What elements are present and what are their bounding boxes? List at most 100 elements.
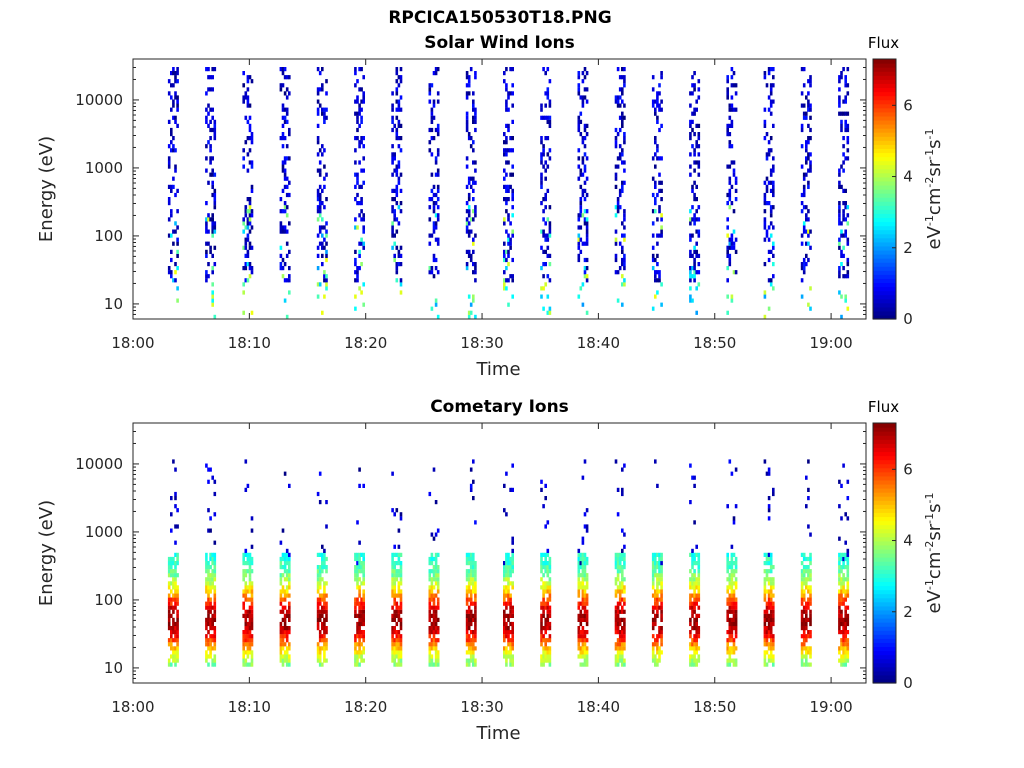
heatmap-cell <box>540 585 543 590</box>
heatmap-cell <box>465 658 469 663</box>
heatmap-cell <box>807 209 810 214</box>
heatmap-cell <box>621 262 624 267</box>
heatmap-cell <box>577 565 581 570</box>
heatmap-cell <box>807 569 810 574</box>
heatmap-cell <box>209 75 212 80</box>
heatmap-cell <box>285 573 289 578</box>
heatmap-cell <box>393 642 396 647</box>
heatmap-cell <box>697 123 701 128</box>
heatmap-cell <box>244 621 248 627</box>
heatmap-cell <box>728 565 732 570</box>
heatmap-cell <box>579 617 583 622</box>
heatmap-cell <box>805 504 808 509</box>
heatmap-cell <box>618 192 622 198</box>
heatmap-cell <box>695 658 698 663</box>
heatmap-cell <box>585 229 589 234</box>
heatmap-cell <box>503 71 506 76</box>
heatmap-cell <box>585 71 589 76</box>
heatmap-cell <box>250 188 254 193</box>
heatmap-cell <box>242 569 245 574</box>
heatmap-cell <box>809 634 812 639</box>
heatmap-cell <box>618 642 622 647</box>
heatmap-cell <box>614 630 618 635</box>
heatmap-cell <box>213 569 217 574</box>
x-tick-label: 19:00 <box>809 334 852 352</box>
heatmap-cell <box>505 87 508 92</box>
heatmap-cell <box>362 638 365 643</box>
heatmap-cell <box>658 581 661 586</box>
heatmap-cell <box>844 662 847 667</box>
heatmap-cell <box>391 160 394 165</box>
heatmap-cell <box>548 119 552 124</box>
heatmap-cell <box>467 91 471 96</box>
heatmap-cell <box>250 581 254 586</box>
heatmap-cell <box>244 278 248 283</box>
heatmap-cell <box>730 626 734 631</box>
heatmap-cell <box>428 217 432 222</box>
heatmap-cell <box>509 148 512 153</box>
heatmap-cell <box>846 270 850 275</box>
heatmap-cell <box>763 221 767 226</box>
heatmap-cell <box>697 253 701 258</box>
heatmap-cell <box>283 67 287 72</box>
heatmap-cell <box>728 617 732 622</box>
heatmap-cell <box>838 593 841 598</box>
heatmap-cell <box>844 229 847 234</box>
heatmap-cell <box>621 188 624 193</box>
heatmap-cell <box>654 164 657 169</box>
heatmap-cell <box>167 601 171 606</box>
heatmap-cell <box>356 266 359 271</box>
heatmap-cell <box>399 201 403 206</box>
heatmap-cell <box>697 589 701 594</box>
heatmap-cell <box>360 184 363 189</box>
heatmap-cell <box>211 266 214 271</box>
heatmap-cell <box>583 650 587 655</box>
heatmap-cell <box>211 475 214 480</box>
heatmap-cell <box>505 136 508 141</box>
heatmap-cell <box>802 188 806 193</box>
heatmap-cell <box>651 609 655 614</box>
heatmap-cell <box>356 552 359 557</box>
heatmap-cell <box>807 99 810 104</box>
heatmap-cell <box>321 310 324 315</box>
heatmap-cell <box>544 638 547 643</box>
heatmap-cell <box>511 197 514 202</box>
heatmap-cell <box>430 152 434 157</box>
heatmap-cell <box>660 638 663 643</box>
heatmap-cell <box>434 237 438 242</box>
heatmap-cell <box>172 573 175 578</box>
heatmap-cell <box>767 471 771 476</box>
heatmap-cell <box>467 310 471 315</box>
heatmap-cell <box>436 99 440 104</box>
colorbar-step <box>873 666 896 672</box>
heatmap-cell <box>325 197 328 202</box>
heatmap-cell <box>250 561 254 566</box>
heatmap-cell <box>697 79 701 84</box>
heatmap-cell <box>616 67 620 72</box>
heatmap-cell <box>616 95 620 100</box>
heatmap-cell <box>242 282 245 287</box>
heatmap-cell <box>730 634 734 639</box>
heatmap-cell <box>279 221 283 226</box>
heatmap-cell <box>772 577 775 582</box>
heatmap-cell <box>838 172 841 177</box>
heatmap-cell <box>213 188 217 193</box>
heatmap-cell <box>507 107 510 112</box>
heatmap-cell <box>577 613 581 618</box>
heatmap-cell <box>767 658 771 663</box>
heatmap-cell <box>577 156 581 161</box>
heatmap-cell <box>174 192 177 198</box>
heatmap-cell <box>244 630 248 635</box>
colorbar-step <box>873 431 896 436</box>
heatmap-cell <box>769 278 773 283</box>
heatmap-cell <box>726 630 729 635</box>
heatmap-cell <box>842 650 845 655</box>
heatmap-cell <box>621 99 624 104</box>
heatmap-cell <box>763 626 767 631</box>
heatmap-cell <box>244 245 248 250</box>
heatmap-cell <box>436 585 440 590</box>
heatmap-cell <box>809 160 812 165</box>
heatmap-cell <box>734 621 738 627</box>
heatmap-cell <box>318 573 322 578</box>
heatmap-cell <box>469 229 473 234</box>
